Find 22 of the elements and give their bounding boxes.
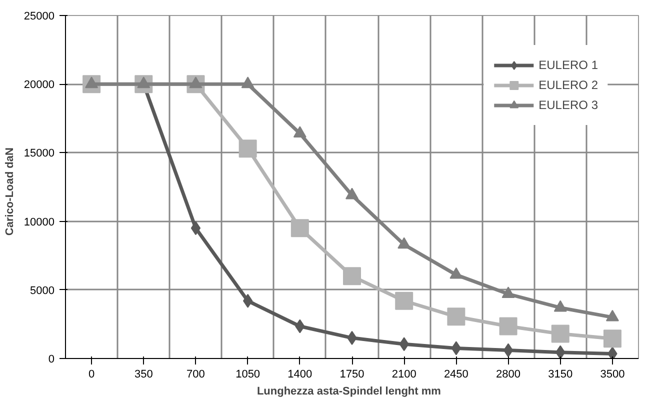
legend-label: EULERO 3 — [538, 98, 598, 112]
x-tick-label: 3150 — [548, 368, 573, 380]
y-tick-label: 5000 — [30, 284, 55, 297]
legend-label: EULERO 1 — [538, 58, 598, 72]
x-tick-label: 700 — [186, 368, 205, 380]
x-tick-label: 2800 — [496, 368, 521, 380]
y-tick-label: 15000 — [24, 148, 55, 160]
x-tick-label: 1750 — [340, 368, 364, 380]
x-tick-label: 1050 — [236, 368, 260, 380]
y-tick-label: 20000 — [24, 79, 55, 92]
legend-label: EULERO 2 — [538, 78, 598, 92]
x-tick-label: 2450 — [444, 368, 468, 380]
y-tick-label: 10000 — [24, 216, 55, 228]
y-tick-label: 25000 — [24, 10, 55, 22]
x-tick-label: 350 — [134, 368, 153, 380]
x-tick-label: 3500 — [600, 368, 625, 380]
x-tick-label: 2100 — [392, 368, 416, 380]
x-axis-title: Lunghezza asta-Spindel lenght mm — [256, 386, 442, 398]
y-axis-title: Carico-Load daN — [4, 148, 16, 236]
y-tick-label: 0 — [48, 354, 55, 366]
x-tick-label: 0 — [88, 368, 95, 380]
x-tick-label: 1400 — [288, 368, 312, 380]
